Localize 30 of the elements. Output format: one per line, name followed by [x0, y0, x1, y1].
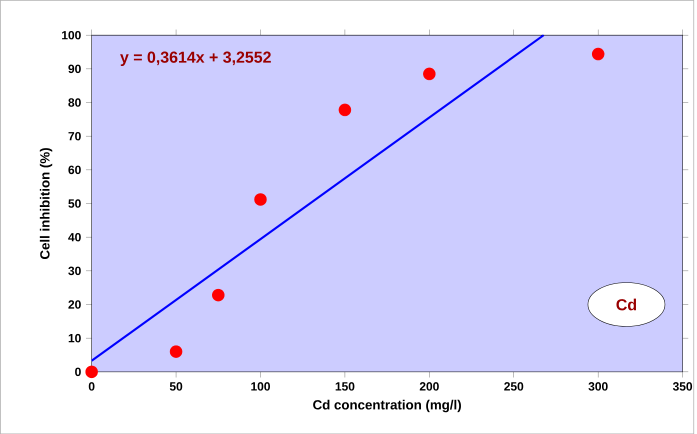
y-tick-label: 50: [68, 199, 81, 208]
point: [254, 193, 267, 206]
x-tick-label: 0: [88, 382, 94, 391]
annotation: y = 0,3614x + 3,2552: [120, 51, 271, 66]
y-tick-label: 100: [62, 30, 81, 40]
y-tick-label: 80: [68, 98, 81, 107]
x-tick-label: 50: [170, 382, 182, 391]
point: [212, 288, 225, 302]
x-tick-label: 100: [251, 382, 270, 391]
y-tick-label: 70: [68, 132, 81, 140]
y-tick-label: 10: [68, 334, 81, 342]
x-tick-label: 250: [504, 382, 524, 391]
y-tick-label: 0: [75, 367, 81, 376]
x-tick-label: 150: [336, 382, 354, 391]
x-tick-label: 350: [672, 382, 692, 391]
y-tick-label: 30: [68, 266, 81, 275]
y-tick-label: 60: [68, 165, 81, 174]
y-axis-title: Cell inhibition (%): [40, 148, 52, 259]
y-tick-label: 20: [68, 300, 81, 309]
point: [592, 48, 604, 60]
point: [423, 68, 436, 80]
point: [85, 365, 98, 378]
y-tick-label: 40: [68, 232, 81, 242]
x-axis-title: Cd concentration (mg/l): [313, 400, 461, 412]
point: [170, 345, 182, 358]
point: [338, 104, 352, 116]
annotation: Cd: [616, 298, 636, 310]
y-tick-label: 90: [68, 64, 81, 73]
x-tick-label: 200: [420, 382, 439, 391]
x-tick-label: 300: [588, 382, 608, 391]
